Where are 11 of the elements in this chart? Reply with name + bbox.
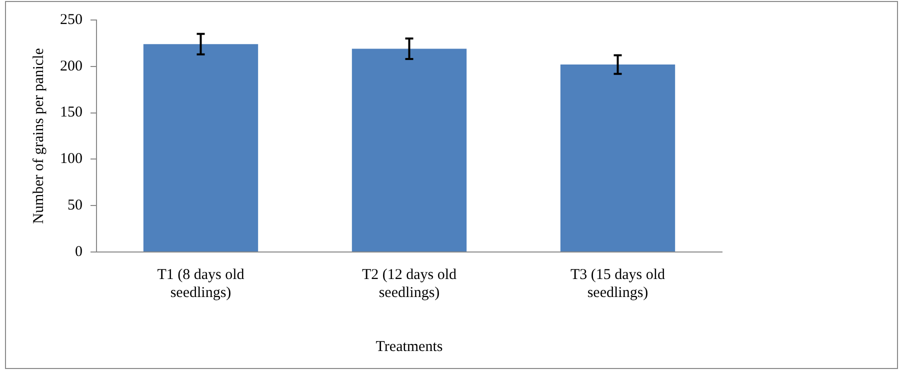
y-tick-label: 0: [75, 244, 82, 260]
x-axis-title: Treatments: [376, 338, 443, 355]
y-axis-title: Number of grains per panicle: [30, 48, 47, 224]
x-tick-label: T1 (8 days old seedlings): [157, 266, 245, 301]
y-tick-label: 200: [60, 58, 82, 74]
y-tick-label: 250: [60, 12, 82, 28]
y-tick-label: 50: [68, 198, 82, 214]
y-tick-label: 100: [60, 151, 82, 168]
x-tick-label: T3 (15 days old seedlings): [570, 266, 666, 301]
y-tick-label: 150: [60, 104, 82, 121]
x-tick-label: T2 (12 days old seedlings): [362, 266, 458, 301]
